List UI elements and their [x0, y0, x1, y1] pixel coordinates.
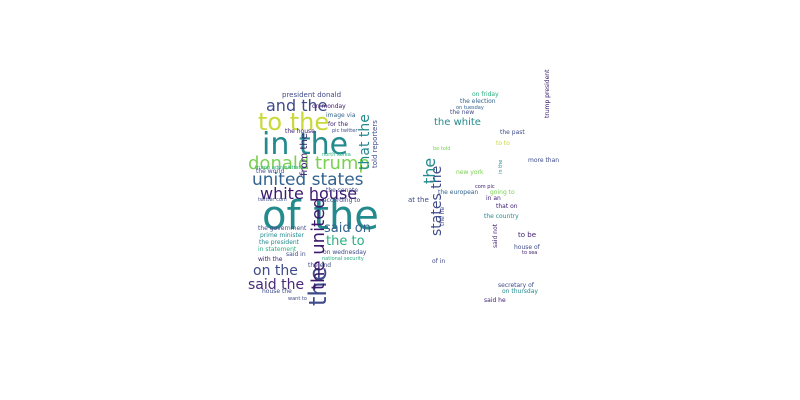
cloud-word: the senate: [326, 187, 359, 194]
cloud-word: going to: [490, 189, 515, 196]
cloud-word: the white: [434, 117, 481, 128]
cloud-word: to to: [496, 140, 510, 147]
cloud-word: with the: [258, 256, 283, 263]
cloud-word: the government: [258, 225, 307, 232]
cloud-word: on thursday: [502, 288, 538, 295]
cloud-word: white house: [260, 184, 358, 203]
cloud-word: the election: [460, 98, 496, 105]
cloud-word: the he: [439, 206, 446, 226]
cloud-word: the new: [450, 109, 475, 116]
cloud-word: pic twitter: [332, 128, 358, 134]
cloud-word: twitter com: [258, 197, 287, 203]
cloud-word: said the: [248, 277, 305, 293]
cloud-word: in statement: [258, 246, 297, 253]
cloud-word: on the: [253, 263, 298, 279]
cloud-word: new york: [456, 169, 484, 176]
cloud-word: that the: [357, 114, 373, 170]
cloud-word: donald trump: [248, 153, 370, 174]
cloud-word: the united: [308, 197, 329, 290]
cloud-word: president donald: [282, 91, 342, 99]
cloud-word: the end: [308, 262, 332, 269]
cloud-word: in the: [262, 127, 349, 162]
cloud-word: said not: [492, 223, 499, 248]
cloud-word: from the: [299, 133, 310, 176]
cloud-word: image via: [326, 112, 356, 119]
cloud-word: said he: [484, 297, 506, 304]
cloud-word: united states: [252, 170, 364, 190]
cloud-word: national security: [322, 256, 364, 262]
cloud-word: on tuesday: [456, 105, 484, 111]
cloud-word: the house: [285, 128, 315, 135]
cloud-word: house of: [514, 244, 540, 251]
cloud-word: according to: [323, 197, 361, 204]
cloud-word: said on: [324, 221, 371, 236]
cloud-word: in an: [486, 195, 501, 202]
cloud-word: to sea: [522, 250, 538, 256]
cloud-word: the country: [484, 213, 519, 220]
cloud-word: the past: [500, 129, 525, 136]
cloud-word: north korea: [322, 152, 351, 158]
cloud-word: on monday: [312, 103, 346, 110]
cloud-word: told reporters: [371, 120, 379, 168]
cloud-word: for the: [328, 121, 349, 128]
cloud-word: that on: [496, 203, 518, 210]
word-cloud-right: the white on friday the election on tuesday…: [400, 0, 800, 400]
cloud-word: the world: [256, 168, 285, 175]
cloud-word: the: [420, 157, 439, 184]
cloud-word: more than: [528, 157, 560, 164]
cloud-word: trump president: [544, 69, 551, 118]
cloud-word: want to: [288, 296, 307, 302]
cloud-word: house the: [262, 288, 292, 295]
cloud-word: secretary of: [498, 282, 534, 289]
cloud-word: on friday: [472, 91, 499, 98]
cloud-word: on wednesday: [323, 249, 367, 256]
cloud-word: said in: [286, 251, 306, 258]
cloud-word: trump administration: [255, 165, 309, 171]
cloud-word: be told: [433, 146, 451, 152]
cloud-word: and the: [266, 96, 328, 115]
cloud-word: of the: [262, 193, 379, 239]
cloud-word: prime minister: [260, 232, 305, 239]
cloud-word: the president: [259, 239, 300, 246]
cloud-word: at the: [408, 196, 429, 204]
cloud-word: to be: [518, 231, 537, 239]
cloud-word: the european: [438, 189, 479, 196]
word-cloud-left: of the in the to the and the donald trump uni…: [248, 91, 379, 307]
cloud-word: to the: [258, 108, 330, 136]
cloud-word: the to: [326, 234, 365, 249]
cloud-word: of in: [432, 258, 446, 265]
cloud-word: com pic: [475, 184, 495, 190]
cloud-word: in the: [498, 159, 504, 174]
